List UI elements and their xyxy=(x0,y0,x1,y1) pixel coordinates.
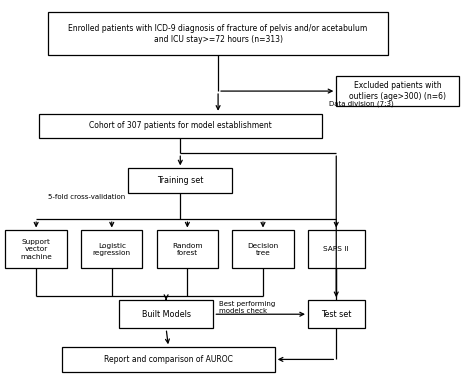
Text: Decision
tree: Decision tree xyxy=(247,243,279,256)
Text: Test set: Test set xyxy=(321,310,351,319)
FancyBboxPatch shape xyxy=(156,231,218,268)
Text: 5-fold cross-validation: 5-fold cross-validation xyxy=(48,194,125,200)
Text: Training set: Training set xyxy=(157,176,203,185)
Text: Excluded patients with
outliers (age>300) (n=6): Excluded patients with outliers (age>300… xyxy=(349,81,446,101)
FancyBboxPatch shape xyxy=(128,168,232,193)
Text: Data division (7:3): Data division (7:3) xyxy=(329,101,394,107)
FancyBboxPatch shape xyxy=(81,231,143,268)
FancyBboxPatch shape xyxy=(48,12,388,55)
FancyBboxPatch shape xyxy=(308,231,365,268)
Text: Logistic
regression: Logistic regression xyxy=(93,243,131,256)
FancyBboxPatch shape xyxy=(119,300,213,328)
Text: Random
forest: Random forest xyxy=(172,243,203,256)
FancyBboxPatch shape xyxy=(232,231,294,268)
FancyBboxPatch shape xyxy=(38,114,322,138)
Text: Report and comparison of AUROC: Report and comparison of AUROC xyxy=(104,355,233,364)
Text: Best performing
models check: Best performing models check xyxy=(219,301,275,314)
FancyBboxPatch shape xyxy=(5,231,67,268)
Text: SAPS II: SAPS II xyxy=(323,246,349,252)
Text: Built Models: Built Models xyxy=(142,310,191,319)
FancyBboxPatch shape xyxy=(336,76,459,106)
FancyBboxPatch shape xyxy=(62,347,275,372)
Text: Enrolled patients with ICD-9 diagnosis of fracture of pelvis and/or acetabulum
a: Enrolled patients with ICD-9 diagnosis o… xyxy=(68,23,368,44)
FancyBboxPatch shape xyxy=(308,300,365,328)
Text: Cohort of 307 patients for model establishment: Cohort of 307 patients for model establi… xyxy=(89,121,272,130)
Text: Support
vector
machine: Support vector machine xyxy=(20,239,52,260)
